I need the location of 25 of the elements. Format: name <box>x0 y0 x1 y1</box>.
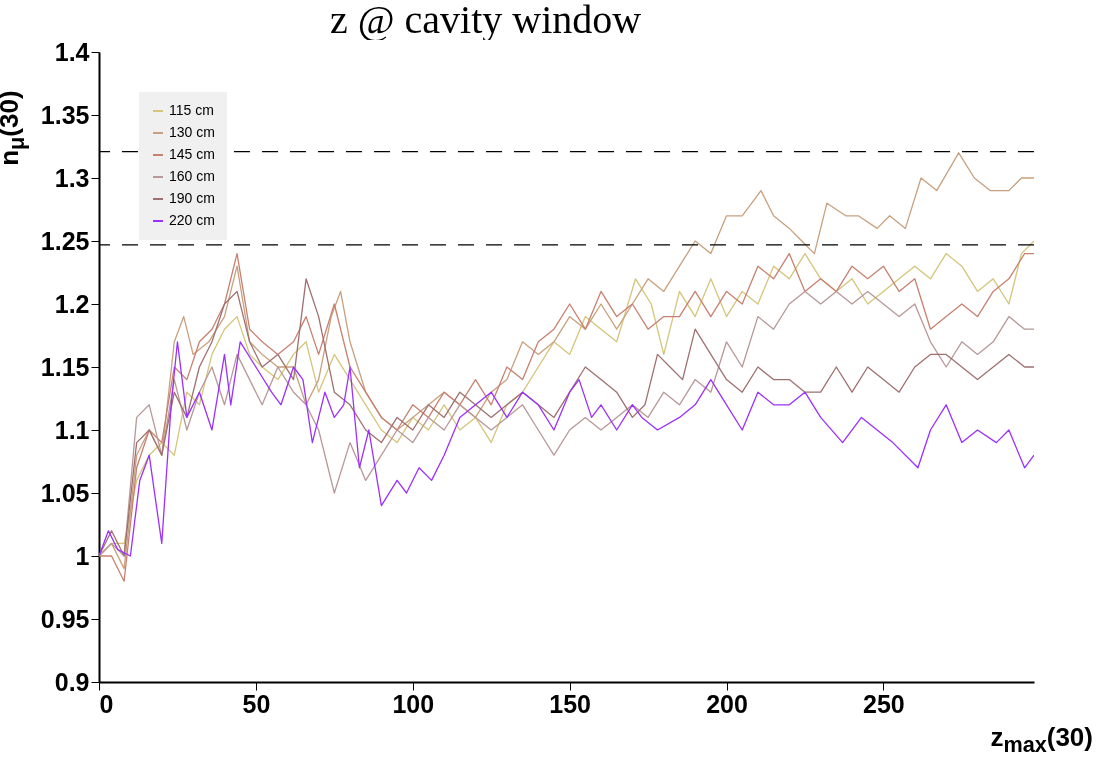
x-tick-label: 150 <box>549 689 591 718</box>
x-axis-title: z$_{max}$(30) <box>990 722 1093 759</box>
line-series <box>99 341 1034 557</box>
y-tick-label: 0.9 <box>54 667 90 696</box>
y-tick-label: 1.2 <box>54 289 90 318</box>
y-tick-label: 1.1 <box>54 415 90 444</box>
legend-label: 145 cm <box>169 146 215 162</box>
y-tick-label: 1.15 <box>40 352 90 381</box>
legend-label: 220 cm <box>169 212 215 228</box>
legend-label: 115 cm <box>169 102 214 118</box>
y-tick-label: 0.95 <box>40 604 90 633</box>
x-tick-label: 50 <box>242 689 271 718</box>
legend-label: 190 cm <box>169 190 215 206</box>
x-tick-label: 0 <box>99 689 114 718</box>
x-tick-label: 100 <box>392 689 435 718</box>
x-tick-label: 250 <box>863 689 905 718</box>
legend-label: 130 cm <box>169 124 215 140</box>
legend-label: 160 cm <box>169 168 215 184</box>
x-tick-label: 200 <box>706 689 748 718</box>
y-tick-label: 1.3 <box>54 163 90 192</box>
y-tick-label: 1.05 <box>40 478 90 507</box>
y-tick-label: 1.25 <box>40 226 90 255</box>
y-tick-label: 1 <box>75 541 90 570</box>
y-tick-label: 1.4 <box>54 37 90 66</box>
y-tick-label: 1.35 <box>40 100 90 129</box>
